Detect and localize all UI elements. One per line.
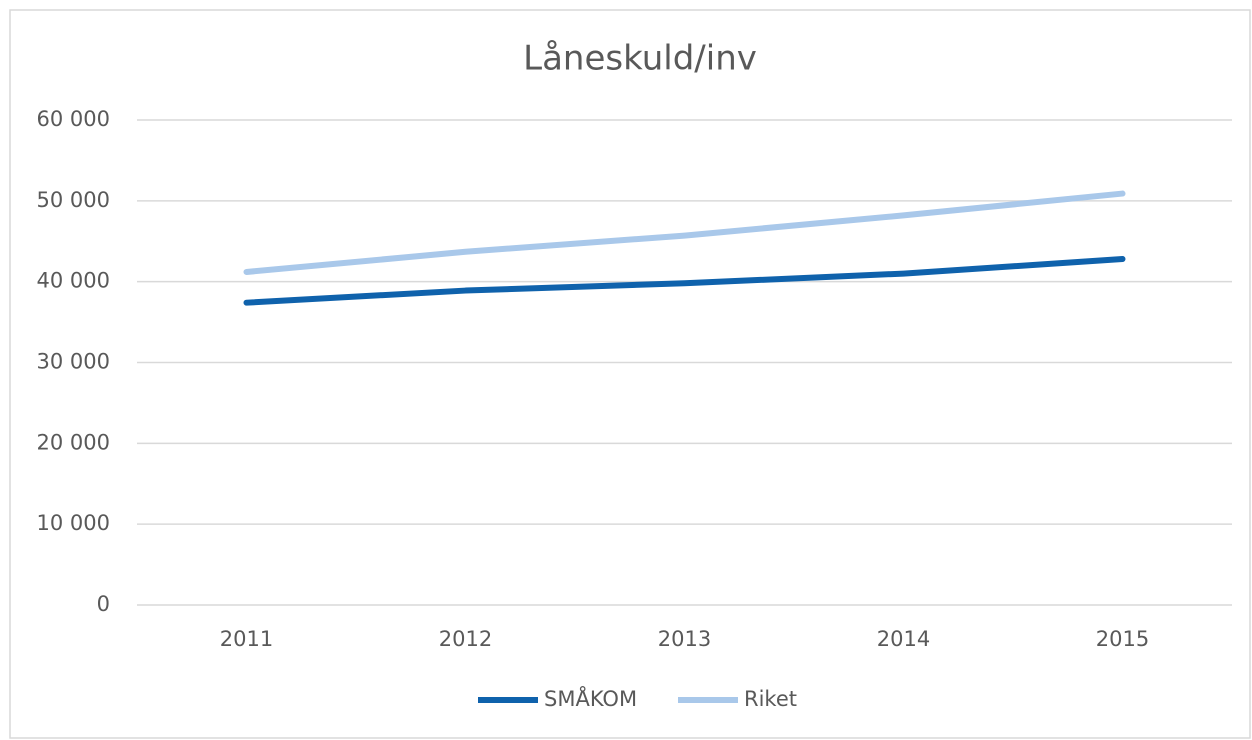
y-tick-label: 30 000 [37,350,110,374]
y-tick-label: 10 000 [37,511,110,535]
series-line [243,190,1126,275]
x-tick-label: 2013 [658,627,711,651]
legend-label: Riket [744,687,797,711]
chart-title: Låneskuld/inv [523,39,757,79]
y-tick-label: 50 000 [37,188,110,212]
chart-border [9,9,1251,739]
y-tick-label: 40 000 [37,269,110,293]
legend-label: SMÅKOM [544,685,637,711]
x-tick-label: 2012 [439,627,492,651]
y-tick-label: 20 000 [37,430,110,454]
series-line [243,256,1126,306]
x-tick-label: 2014 [877,627,930,651]
x-tick-label: 2015 [1096,627,1149,651]
y-tick-label: 0 [97,592,110,616]
y-tick-label: 60 000 [37,107,110,131]
x-tick-label: 2011 [220,627,273,651]
